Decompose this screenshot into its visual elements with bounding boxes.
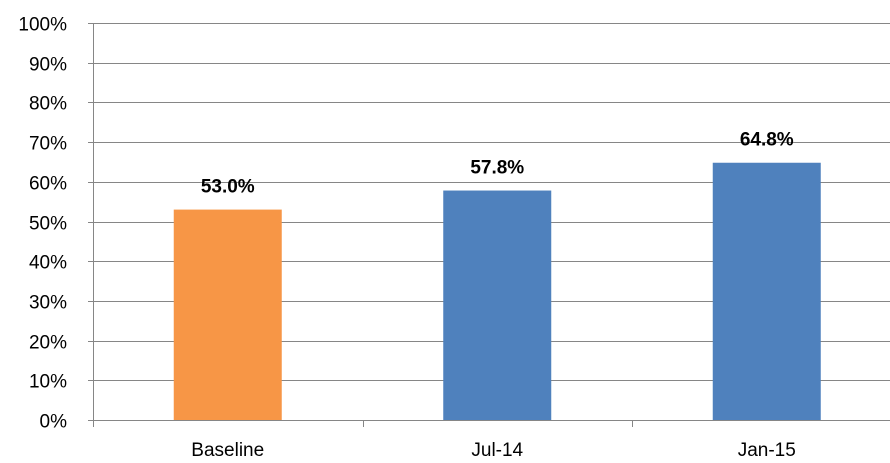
- data-label: 64.8%: [740, 130, 794, 151]
- bar-jan-15: [712, 162, 821, 420]
- bar-jul-14: [443, 190, 552, 420]
- y-tick-label: 40%: [29, 253, 67, 274]
- data-labels: 53.0% 57.8% 64.8%: [201, 130, 794, 198]
- x-tick-label: Jan-15: [738, 440, 796, 461]
- y-tick-label: 60%: [29, 174, 67, 195]
- axes: [88, 23, 890, 427]
- y-tick-label: 50%: [29, 214, 67, 235]
- x-tick-label: Jul-14: [471, 440, 523, 461]
- bar-baseline: [173, 209, 282, 420]
- y-tick-label: 20%: [29, 333, 67, 354]
- x-axis-tick-labels: Baseline Jul-14 Jan-15: [191, 440, 796, 461]
- data-label: 53.0%: [201, 177, 255, 198]
- y-tick-label: 10%: [29, 372, 67, 393]
- x-tick-label: Baseline: [191, 440, 264, 461]
- y-tick-label: 90%: [29, 55, 67, 76]
- y-tick-label: 0%: [40, 412, 68, 433]
- y-tick-label: 70%: [29, 134, 67, 155]
- y-tick-label: 30%: [29, 293, 67, 314]
- y-axis-tick-labels: 0% 10% 20% 30% 40% 50% 60% 70% 80% 90% 100%: [18, 15, 67, 433]
- data-label: 57.8%: [470, 158, 524, 179]
- bars: [173, 162, 821, 420]
- y-tick-label: 80%: [29, 94, 67, 115]
- y-tick-label: 100%: [18, 15, 67, 36]
